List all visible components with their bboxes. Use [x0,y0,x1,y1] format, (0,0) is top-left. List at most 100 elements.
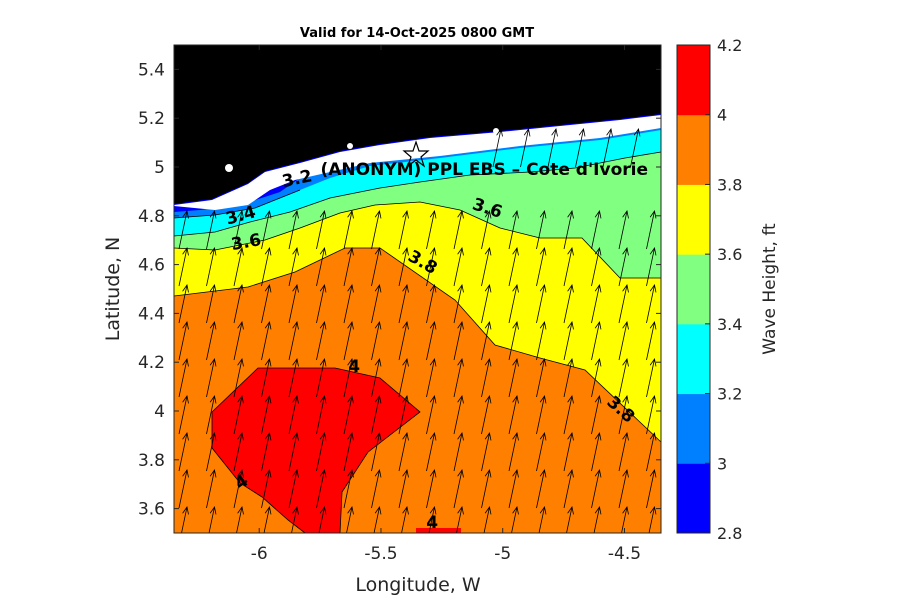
y-tick-label: 4 [154,402,165,422]
wave-arrow [426,358,435,398]
wave-arrow-head [402,210,409,219]
wave-arrow [511,506,518,533]
wave-arrow-head [539,358,547,367]
wave-arrow [206,321,215,361]
wave-arrow-head [622,210,629,219]
wave-arrow [481,432,490,472]
wave-arrow [563,247,573,287]
contour-line-4.0 [211,367,421,533]
wave-arrow-head [182,432,189,441]
wave-arrow-head [182,358,189,367]
wave-arrow [288,321,298,361]
colorbar-tick-label: 3 [717,454,727,473]
wave-arrow-head [319,506,327,515]
wave-arrow-head [594,284,602,293]
wave-arrow-head [209,506,217,515]
wave-arrow-head [237,321,244,330]
wave-arrow [428,506,435,533]
wave-arrow-head [209,321,217,330]
wave-arrow [481,321,490,361]
wave-arrow [206,284,215,324]
wave-arrow-head [567,358,574,367]
wave-arrow-head [649,432,657,441]
wave-arrow [343,469,353,509]
wave-arrow-head [457,432,464,441]
wave-arrow-head [457,469,464,478]
wave-arrow-head [567,321,574,330]
wave-arrow-head [374,284,382,293]
wave-arrow-head [209,210,217,219]
wave-arrow-head [649,395,657,404]
wave-arrow-head [512,358,519,367]
wave-arrow [536,469,545,509]
wave-arrow [547,128,557,168]
wave-arrow-head [622,358,629,367]
wave-arrow-head [347,321,354,330]
wave-arrow-head [182,247,189,256]
wave-arrow-head [264,284,272,293]
wave-arrow-head [594,469,602,478]
wave-arrow-head [457,247,464,256]
wave-arrow [536,395,545,435]
wave-arrow [536,321,545,361]
wave-arrow [343,395,353,435]
wave-arrow-head [347,247,354,256]
x-axis-label: Longitude, W [355,574,481,596]
wave-arrow [178,358,188,398]
y-tick-label: 4.6 [138,256,165,276]
wave-arrow [371,247,380,287]
wave-arrow-head [374,321,382,330]
wave-arrow-head [374,469,382,478]
wave-arrow-head [484,506,492,515]
wave-arrow [371,358,380,398]
wave-arrow [398,210,408,250]
wave-arrow [261,432,270,472]
coast-speck [493,128,499,134]
wave-arrow-head [292,358,299,367]
wave-arrow-head [539,321,547,330]
wave-arrow [646,432,655,472]
wave-arrow [508,284,518,324]
wave-arrow [453,321,463,361]
chart-title: Valid for 14-Oct-2025 0800 GMT [300,26,534,41]
wave-arrow-head [264,247,272,256]
wave-arrow-head [347,469,354,478]
wave-arrow [208,506,215,533]
wave-arrow [398,284,408,324]
wave-arrow-head [429,432,437,441]
wave-arrow [233,432,243,472]
wave-arrow-head [622,506,629,515]
wave-arrow-head [649,358,657,367]
wave-arrow-head [237,284,244,293]
wave-arrow-head [264,395,272,404]
wave-arrow-head [539,284,547,293]
wave-arrow-head [649,506,657,515]
wave-arrow-head [649,284,657,293]
wave-arrow-head [237,469,244,478]
y-axis: 3.6 3.8 4 4.2 4.4 4.6 4.8 5 5.2 5.4 [138,60,661,520]
wave-arrow [206,358,215,398]
wave-arrow-head [264,469,272,478]
wave-arrow-head [484,469,492,478]
wave-arrow [316,358,325,398]
colorbar-swatch [677,393,710,464]
colorbar-tick-label: 2.8 [717,524,742,543]
wave-arrow-head [237,210,244,219]
wave-arrow-head [594,506,602,515]
wave-arrow-head [429,321,437,330]
wave-arrow [591,321,600,361]
wave-arrow [263,506,270,533]
wave-arrow [236,506,243,533]
wave-arrow [426,432,435,472]
wave-arrow [206,432,215,472]
wave-arrow [481,247,490,287]
wave-arrow-head [402,469,409,478]
wave-arrow-head [594,432,602,441]
wave-arrow [646,358,655,398]
wave-arrow [233,469,243,509]
wave-arrow [481,358,490,398]
wave-arrow [181,506,188,533]
wave-arrow [398,321,408,361]
wave-arrow [536,358,545,398]
wave-arrow-head [374,210,382,219]
